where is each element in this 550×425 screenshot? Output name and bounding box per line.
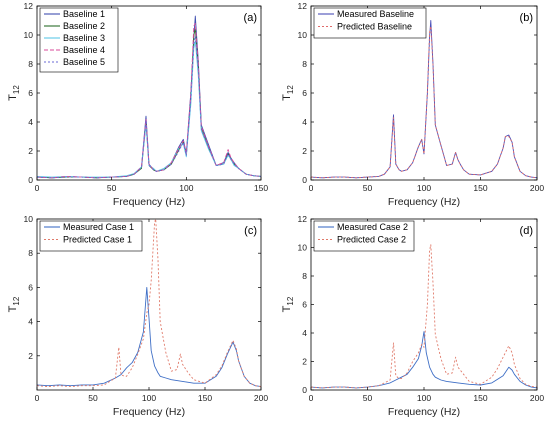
x-axis-label: Frequency (Hz): [113, 406, 185, 418]
y-tick-label: 10: [24, 30, 34, 40]
legend: Measured Baseline Predicted Baseline: [313, 7, 427, 39]
x-axis-label: Frequency (Hz): [113, 196, 185, 208]
panel-tag: (c): [244, 225, 257, 237]
y-tick-label: 8: [28, 248, 33, 258]
legend-label: Baseline 5: [63, 57, 105, 67]
chart-panel-2: 0 50 100 150 200 0 2 4 6 8 10 12 Frequency (Hz) T12 (b…: [281, 1, 544, 208]
legend-label: Measured Case 1: [63, 222, 134, 232]
x-tick-label: 100: [142, 393, 156, 403]
x-tick-label: 50: [107, 183, 117, 193]
x-tick-label: 0: [309, 183, 314, 193]
y-tick-label: 6: [302, 88, 307, 98]
y-tick-label: 6: [28, 88, 33, 98]
y-axis-label: T12: [7, 296, 21, 312]
y-axis-label: T12: [281, 85, 295, 101]
series-line-2: [311, 244, 537, 389]
y-tick-label: 0: [28, 175, 33, 185]
panel-tag: (d): [520, 225, 533, 237]
legend-label: Measured Baseline: [337, 9, 414, 19]
y-tick-label: 2: [302, 357, 307, 367]
y-tick-label: 2: [28, 351, 33, 361]
y-tick-label: 8: [302, 271, 307, 281]
legend-box: [313, 7, 427, 39]
panel-tag: (b): [520, 12, 533, 24]
legend-label: Predicted Case 2: [337, 235, 406, 245]
legend-box: [39, 220, 143, 252]
y-tick-label: 10: [298, 243, 308, 253]
x-tick-label: 200: [254, 393, 268, 403]
y-tick-label: 6: [28, 282, 33, 292]
x-tick-label: 50: [88, 393, 98, 403]
x-tick-label: 200: [530, 183, 544, 193]
legend-label: Baseline 2: [63, 21, 105, 31]
chart-panel-4: 0 50 100 150 200 0 2 4 6 8 10 12 Frequency (Hz) T12 (d…: [281, 214, 544, 418]
series-line-2: [311, 25, 537, 179]
y-tick-label: 4: [302, 328, 307, 338]
series-line-1: [37, 286, 261, 388]
legend: Measured Case 1 Predicted Case 1: [39, 220, 143, 252]
x-tick-label: 0: [35, 183, 40, 193]
y-axis-label: T12: [281, 296, 295, 312]
y-tick-label: 8: [28, 59, 33, 69]
y-axis-label: T12: [7, 85, 21, 101]
x-tick-label: 0: [309, 393, 314, 403]
y-tick-label: 12: [298, 1, 308, 11]
legend-label: Predicted Case 1: [63, 235, 132, 245]
x-tick-label: 0: [35, 393, 40, 403]
series-line-2: [37, 219, 261, 388]
x-tick-label: 150: [198, 393, 212, 403]
x-tick-label: 50: [363, 183, 373, 193]
legend-label: Measured Case 2: [337, 222, 408, 232]
legend-label: Predicted Baseline: [337, 22, 412, 32]
x-tick-label: 100: [179, 183, 193, 193]
x-tick-label: 50: [363, 393, 373, 403]
series-line-1: [311, 20, 537, 179]
series-line-4: [37, 22, 261, 179]
y-tick-label: 10: [298, 30, 308, 40]
x-axis-label: Frequency (Hz): [388, 196, 460, 208]
y-tick-label: 12: [298, 214, 308, 224]
legend-label: Baseline 3: [63, 33, 105, 43]
y-tick-label: 4: [28, 317, 33, 327]
y-tick-label: 12: [24, 1, 34, 11]
y-tick-label: 4: [28, 117, 33, 127]
panel-tag: (a): [244, 12, 257, 24]
chart-panel-1: 0 50 100 150 0 2 4 6 8 10 12 Frequency (Hz) T12 (a) Ba…: [7, 1, 268, 208]
y-tick-label: 8: [302, 59, 307, 69]
y-tick-label: 10: [24, 214, 34, 224]
legend: Measured Case 2 Predicted Case 2: [313, 220, 415, 252]
y-tick-label: 6: [302, 300, 307, 310]
legend-label: Baseline 4: [63, 45, 105, 55]
y-tick-label: 2: [28, 146, 33, 156]
legend-box: [39, 7, 119, 73]
y-tick-label: 2: [302, 146, 307, 156]
chart-panel-3: 0 50 100 150 200 2 4 6 8 10 Frequency (Hz) T12 (c) Me…: [7, 214, 268, 418]
y-tick-label: 4: [302, 117, 307, 127]
x-tick-label: 200: [530, 393, 544, 403]
x-axis-label: Frequency (Hz): [388, 406, 460, 418]
legend: Baseline 1 Baseline 2 Baseline 3 Baseline 4…: [39, 7, 119, 73]
legend-label: Baseline 1: [63, 9, 105, 19]
x-tick-label: 150: [473, 183, 487, 193]
y-tick-label: 0: [302, 385, 307, 395]
x-tick-label: 150: [473, 393, 487, 403]
y-tick-label: 0: [302, 175, 307, 185]
series-line-1: [311, 331, 537, 389]
x-tick-label: 100: [417, 393, 431, 403]
legend-box: [313, 220, 415, 252]
x-tick-label: 100: [417, 183, 431, 193]
x-tick-label: 150: [254, 183, 268, 193]
